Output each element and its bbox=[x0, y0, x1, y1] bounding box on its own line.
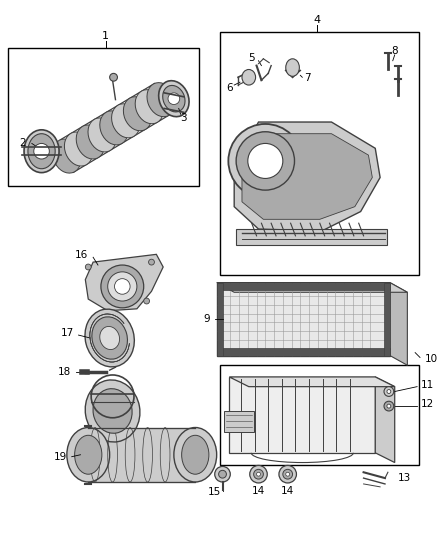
Ellipse shape bbox=[93, 389, 132, 433]
Ellipse shape bbox=[112, 104, 140, 138]
Bar bbox=[8, 48, 199, 186]
Text: 4: 4 bbox=[313, 15, 321, 25]
Ellipse shape bbox=[147, 83, 176, 117]
Text: 2: 2 bbox=[19, 139, 25, 148]
Bar bbox=[384, 282, 390, 356]
Ellipse shape bbox=[28, 134, 55, 169]
Text: 11: 11 bbox=[421, 379, 434, 390]
Bar bbox=[219, 365, 419, 465]
Circle shape bbox=[228, 124, 302, 198]
Ellipse shape bbox=[67, 427, 110, 482]
Text: 10: 10 bbox=[425, 354, 438, 365]
Bar bbox=[88, 427, 195, 482]
Circle shape bbox=[219, 470, 226, 478]
Ellipse shape bbox=[135, 90, 164, 124]
Circle shape bbox=[254, 470, 263, 479]
Text: 16: 16 bbox=[75, 251, 88, 260]
Circle shape bbox=[236, 132, 294, 190]
Ellipse shape bbox=[100, 326, 120, 350]
Circle shape bbox=[248, 143, 283, 179]
Ellipse shape bbox=[76, 125, 105, 159]
Text: 19: 19 bbox=[53, 451, 67, 462]
Circle shape bbox=[215, 466, 230, 482]
Circle shape bbox=[387, 390, 391, 393]
Circle shape bbox=[101, 265, 144, 308]
Circle shape bbox=[257, 472, 261, 476]
Bar bbox=[219, 31, 419, 275]
Circle shape bbox=[384, 386, 394, 397]
Text: 7: 7 bbox=[304, 73, 311, 83]
Text: 5: 5 bbox=[248, 53, 255, 63]
Polygon shape bbox=[234, 122, 380, 231]
Bar bbox=[230, 377, 375, 453]
Circle shape bbox=[384, 401, 394, 411]
Circle shape bbox=[108, 272, 137, 301]
Ellipse shape bbox=[85, 309, 134, 367]
Bar bbox=[217, 282, 390, 290]
Bar bbox=[217, 282, 390, 356]
Text: 1: 1 bbox=[102, 31, 109, 42]
Ellipse shape bbox=[88, 118, 117, 152]
Text: 18: 18 bbox=[57, 367, 71, 377]
Ellipse shape bbox=[64, 132, 93, 166]
Ellipse shape bbox=[124, 96, 152, 131]
Text: 8: 8 bbox=[392, 46, 398, 56]
Bar bbox=[217, 282, 223, 356]
Circle shape bbox=[114, 279, 130, 294]
Circle shape bbox=[286, 472, 290, 476]
Ellipse shape bbox=[74, 435, 102, 474]
Text: 9: 9 bbox=[203, 313, 210, 324]
Circle shape bbox=[283, 470, 293, 479]
Polygon shape bbox=[217, 282, 407, 292]
Circle shape bbox=[250, 465, 267, 483]
Text: 6: 6 bbox=[226, 83, 233, 93]
Ellipse shape bbox=[159, 80, 189, 117]
Circle shape bbox=[148, 259, 155, 265]
Ellipse shape bbox=[286, 59, 299, 76]
Text: 14: 14 bbox=[252, 486, 265, 496]
Ellipse shape bbox=[24, 130, 59, 173]
Text: 12: 12 bbox=[421, 399, 434, 409]
Ellipse shape bbox=[53, 139, 81, 173]
Polygon shape bbox=[230, 377, 395, 386]
Ellipse shape bbox=[92, 317, 127, 359]
Bar bbox=[217, 348, 390, 356]
Ellipse shape bbox=[242, 69, 256, 85]
Text: 17: 17 bbox=[60, 328, 74, 338]
Text: 3: 3 bbox=[180, 113, 187, 123]
Text: 13: 13 bbox=[398, 473, 411, 483]
Circle shape bbox=[144, 298, 149, 304]
Bar bbox=[224, 411, 254, 432]
Text: 14: 14 bbox=[281, 486, 294, 496]
Polygon shape bbox=[375, 377, 395, 463]
Circle shape bbox=[387, 404, 391, 408]
Polygon shape bbox=[242, 134, 372, 219]
Polygon shape bbox=[390, 282, 407, 365]
Ellipse shape bbox=[162, 85, 185, 112]
Polygon shape bbox=[85, 254, 163, 311]
Text: 15: 15 bbox=[208, 487, 221, 497]
Ellipse shape bbox=[174, 427, 217, 482]
Circle shape bbox=[34, 143, 49, 159]
Circle shape bbox=[279, 465, 297, 483]
Circle shape bbox=[85, 264, 91, 270]
Ellipse shape bbox=[100, 111, 128, 145]
Circle shape bbox=[168, 93, 180, 104]
Bar bbox=[236, 229, 387, 245]
Ellipse shape bbox=[110, 74, 117, 81]
Ellipse shape bbox=[182, 435, 209, 474]
Ellipse shape bbox=[85, 380, 140, 442]
